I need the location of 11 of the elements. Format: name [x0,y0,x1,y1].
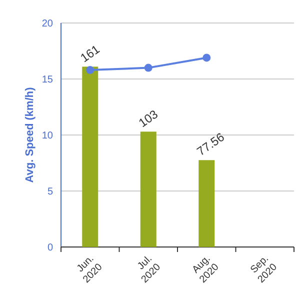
y-tick-label: 5 [47,186,54,198]
point [144,64,152,72]
y-tick-label: 0 [47,242,54,254]
y-axis-title: Avg. Speed (km/h) [24,86,36,183]
y-tick-label: 20 [42,18,54,30]
point [86,66,94,74]
y-tick-label: 10 [42,130,54,142]
data-label: 103 [136,106,161,130]
point [202,54,211,62]
data-label: 161 [78,42,103,66]
y-tick-label: 15 [42,74,54,86]
